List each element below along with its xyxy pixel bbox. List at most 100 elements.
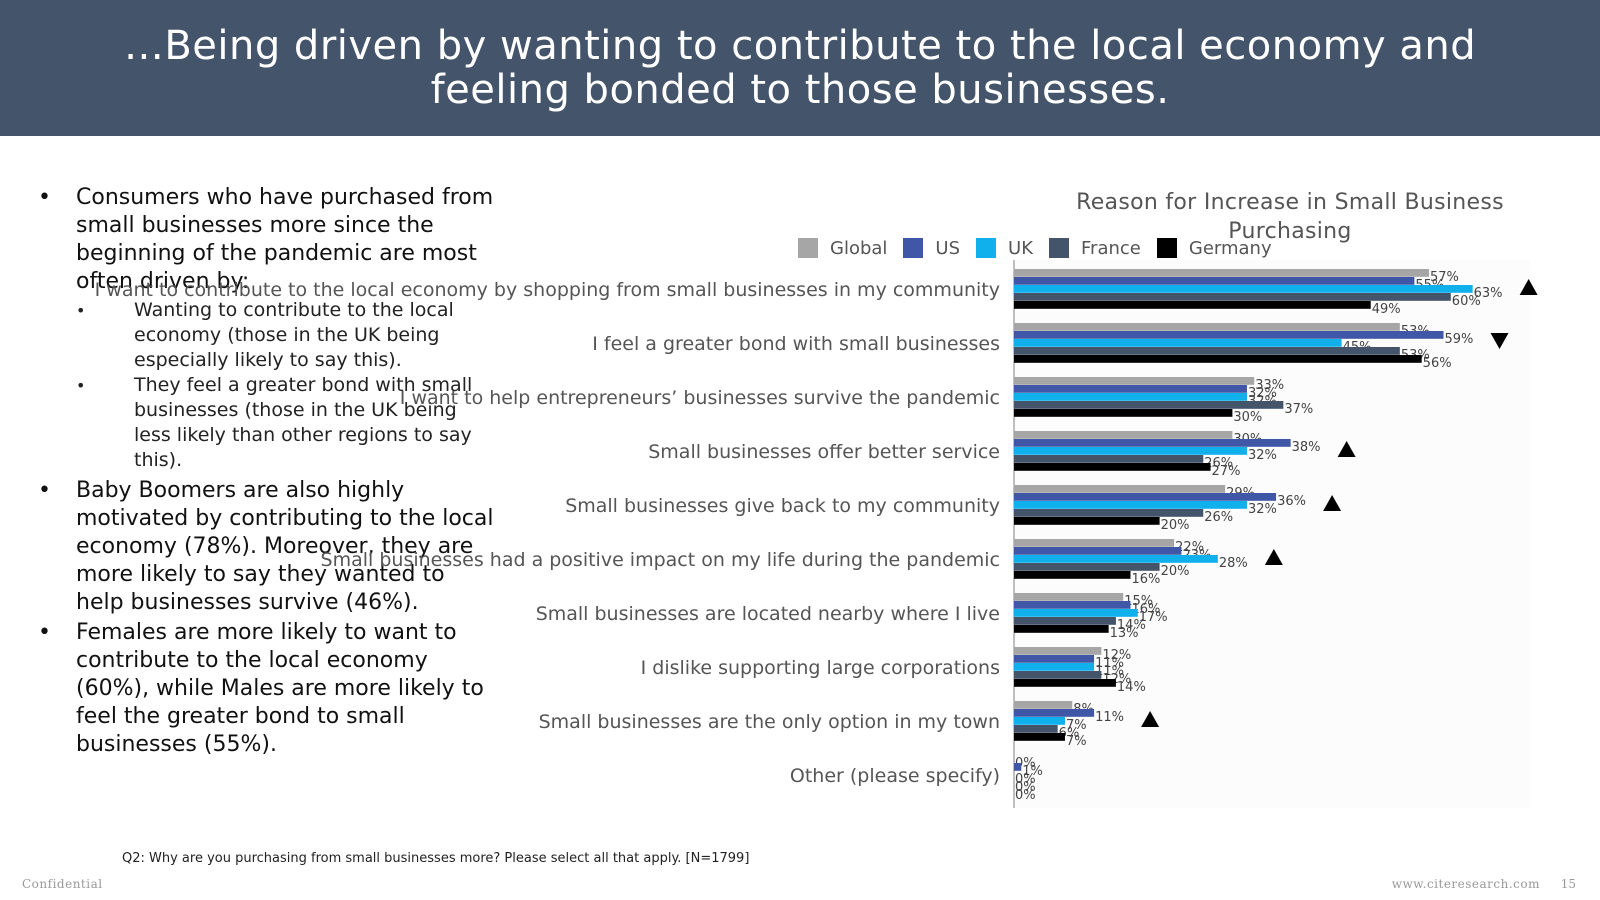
- legend-label: US: [935, 237, 961, 259]
- data-label: 63%: [1474, 286, 1503, 301]
- data-label: 0%: [1015, 772, 1036, 787]
- triangle-up-icon: [1141, 711, 1160, 727]
- bar-us: [1014, 601, 1131, 609]
- legend-label: France: [1081, 237, 1141, 259]
- data-label: 20%: [1161, 518, 1190, 533]
- bar-france: [1014, 347, 1400, 355]
- page-title: …Being driven by wanting to contribute t…: [123, 23, 1477, 113]
- bar-uk: [1014, 339, 1342, 347]
- legend-item-global: Global: [798, 238, 887, 259]
- legend-item-us: US: [903, 238, 960, 259]
- bar-france: [1014, 293, 1451, 301]
- category-label: I want to help entrepreneurs’ businesses…: [400, 387, 1000, 409]
- data-label: 37%: [1284, 402, 1313, 417]
- data-label: 57%: [1430, 270, 1459, 285]
- data-label: 11%: [1095, 664, 1124, 679]
- data-label: 14%: [1117, 680, 1146, 695]
- legend-label: UK: [1008, 237, 1034, 259]
- bar-uk: [1014, 447, 1247, 455]
- confidential-label: Confidential: [22, 877, 103, 891]
- category-label: Small businesses offer better service: [648, 441, 1000, 463]
- bar-france: [1014, 509, 1204, 517]
- category-label: Other (please specify): [790, 765, 1000, 787]
- category-label: Small businesses give back to my communi…: [565, 495, 1000, 517]
- data-label: 36%: [1277, 494, 1306, 509]
- bar-germany: [1014, 733, 1065, 741]
- bar-global: [1014, 647, 1102, 655]
- data-label: 20%: [1161, 564, 1190, 579]
- bar-global: [1014, 485, 1226, 493]
- bar-france: [1014, 455, 1204, 463]
- chart-legend: Global US UK France Germany: [798, 236, 1288, 260]
- bar-uk: [1014, 393, 1247, 401]
- category-label: I dislike supporting large corporations: [641, 657, 1000, 679]
- bar-germany: [1014, 625, 1109, 633]
- data-label: 16%: [1131, 602, 1160, 617]
- data-label: 16%: [1131, 572, 1160, 587]
- data-label: 30%: [1233, 410, 1262, 425]
- legend-item-uk: UK: [976, 238, 1033, 259]
- data-label: 59%: [1445, 332, 1474, 347]
- bullet-text: Consumers who have purchased from small …: [76, 185, 494, 294]
- bar-us: [1014, 439, 1291, 447]
- bar-france: [1014, 671, 1102, 679]
- data-label: 56%: [1423, 356, 1452, 371]
- page-number: 15: [1560, 877, 1576, 891]
- legend-label: Germany: [1188, 237, 1272, 259]
- bar-uk: [1014, 555, 1218, 563]
- data-label: 0%: [1015, 780, 1036, 795]
- data-label: 32%: [1248, 502, 1277, 517]
- bar-uk: [1014, 501, 1247, 509]
- data-label: 26%: [1204, 456, 1233, 471]
- bar-us: [1014, 385, 1247, 393]
- legend-label: Global: [830, 237, 888, 259]
- bar-us: [1014, 655, 1095, 663]
- triangle-up-icon: [1323, 495, 1342, 511]
- bar-france: [1014, 725, 1058, 733]
- legend-item-france: France: [1049, 238, 1141, 259]
- bar-france: [1014, 401, 1284, 409]
- bar-france: [1014, 617, 1116, 625]
- triangle-up-icon: [1264, 549, 1283, 565]
- data-label: 11%: [1095, 710, 1124, 725]
- bar-germany: [1014, 301, 1371, 309]
- data-label: 11%: [1095, 656, 1124, 671]
- bar-us: [1014, 493, 1277, 501]
- bar-france: [1014, 563, 1160, 571]
- data-label: 17%: [1139, 610, 1168, 625]
- data-label: 32%: [1248, 386, 1277, 401]
- triangle-up-icon: [1337, 441, 1356, 457]
- data-label: 14%: [1117, 618, 1146, 633]
- website-label: www.citeresearch.com: [1391, 877, 1540, 891]
- triangle-up-icon: [1519, 279, 1538, 295]
- bar-us: [1014, 763, 1022, 771]
- bar-us: [1014, 547, 1182, 555]
- bar-germany: [1014, 409, 1233, 417]
- bar-germany: [1014, 517, 1160, 525]
- bar-us: [1014, 277, 1415, 285]
- data-label: 7%: [1066, 718, 1087, 733]
- sub-bullet-item: Wanting to contribute to the local econo…: [76, 298, 498, 373]
- bar-germany: [1014, 463, 1211, 471]
- sub-bullet-list: Wanting to contribute to the local econo…: [76, 298, 498, 473]
- bar-uk: [1014, 285, 1473, 293]
- bar-global: [1014, 593, 1124, 601]
- bar-global: [1014, 701, 1073, 709]
- bar-uk: [1014, 663, 1095, 671]
- data-label: 26%: [1204, 510, 1233, 525]
- legend-swatch: [798, 238, 818, 258]
- data-label: 12%: [1102, 648, 1131, 663]
- category-label: Small businesses are located nearby wher…: [536, 603, 1000, 625]
- bar-us: [1014, 331, 1444, 339]
- category-label: I feel a greater bond with small busines…: [592, 333, 1000, 355]
- legend-swatch: [976, 238, 997, 258]
- category-label: Small businesses had a positive impact o…: [321, 549, 1000, 571]
- bar-us: [1014, 709, 1095, 717]
- bullet-text: Females are more likely to want to contr…: [76, 620, 484, 757]
- legend-swatch: [1156, 238, 1177, 258]
- data-label: 32%: [1248, 448, 1277, 463]
- chart-title: Reason for Increase in Small Business Pu…: [1076, 190, 1504, 244]
- bar-global: [1014, 323, 1400, 331]
- data-label: 28%: [1219, 556, 1248, 571]
